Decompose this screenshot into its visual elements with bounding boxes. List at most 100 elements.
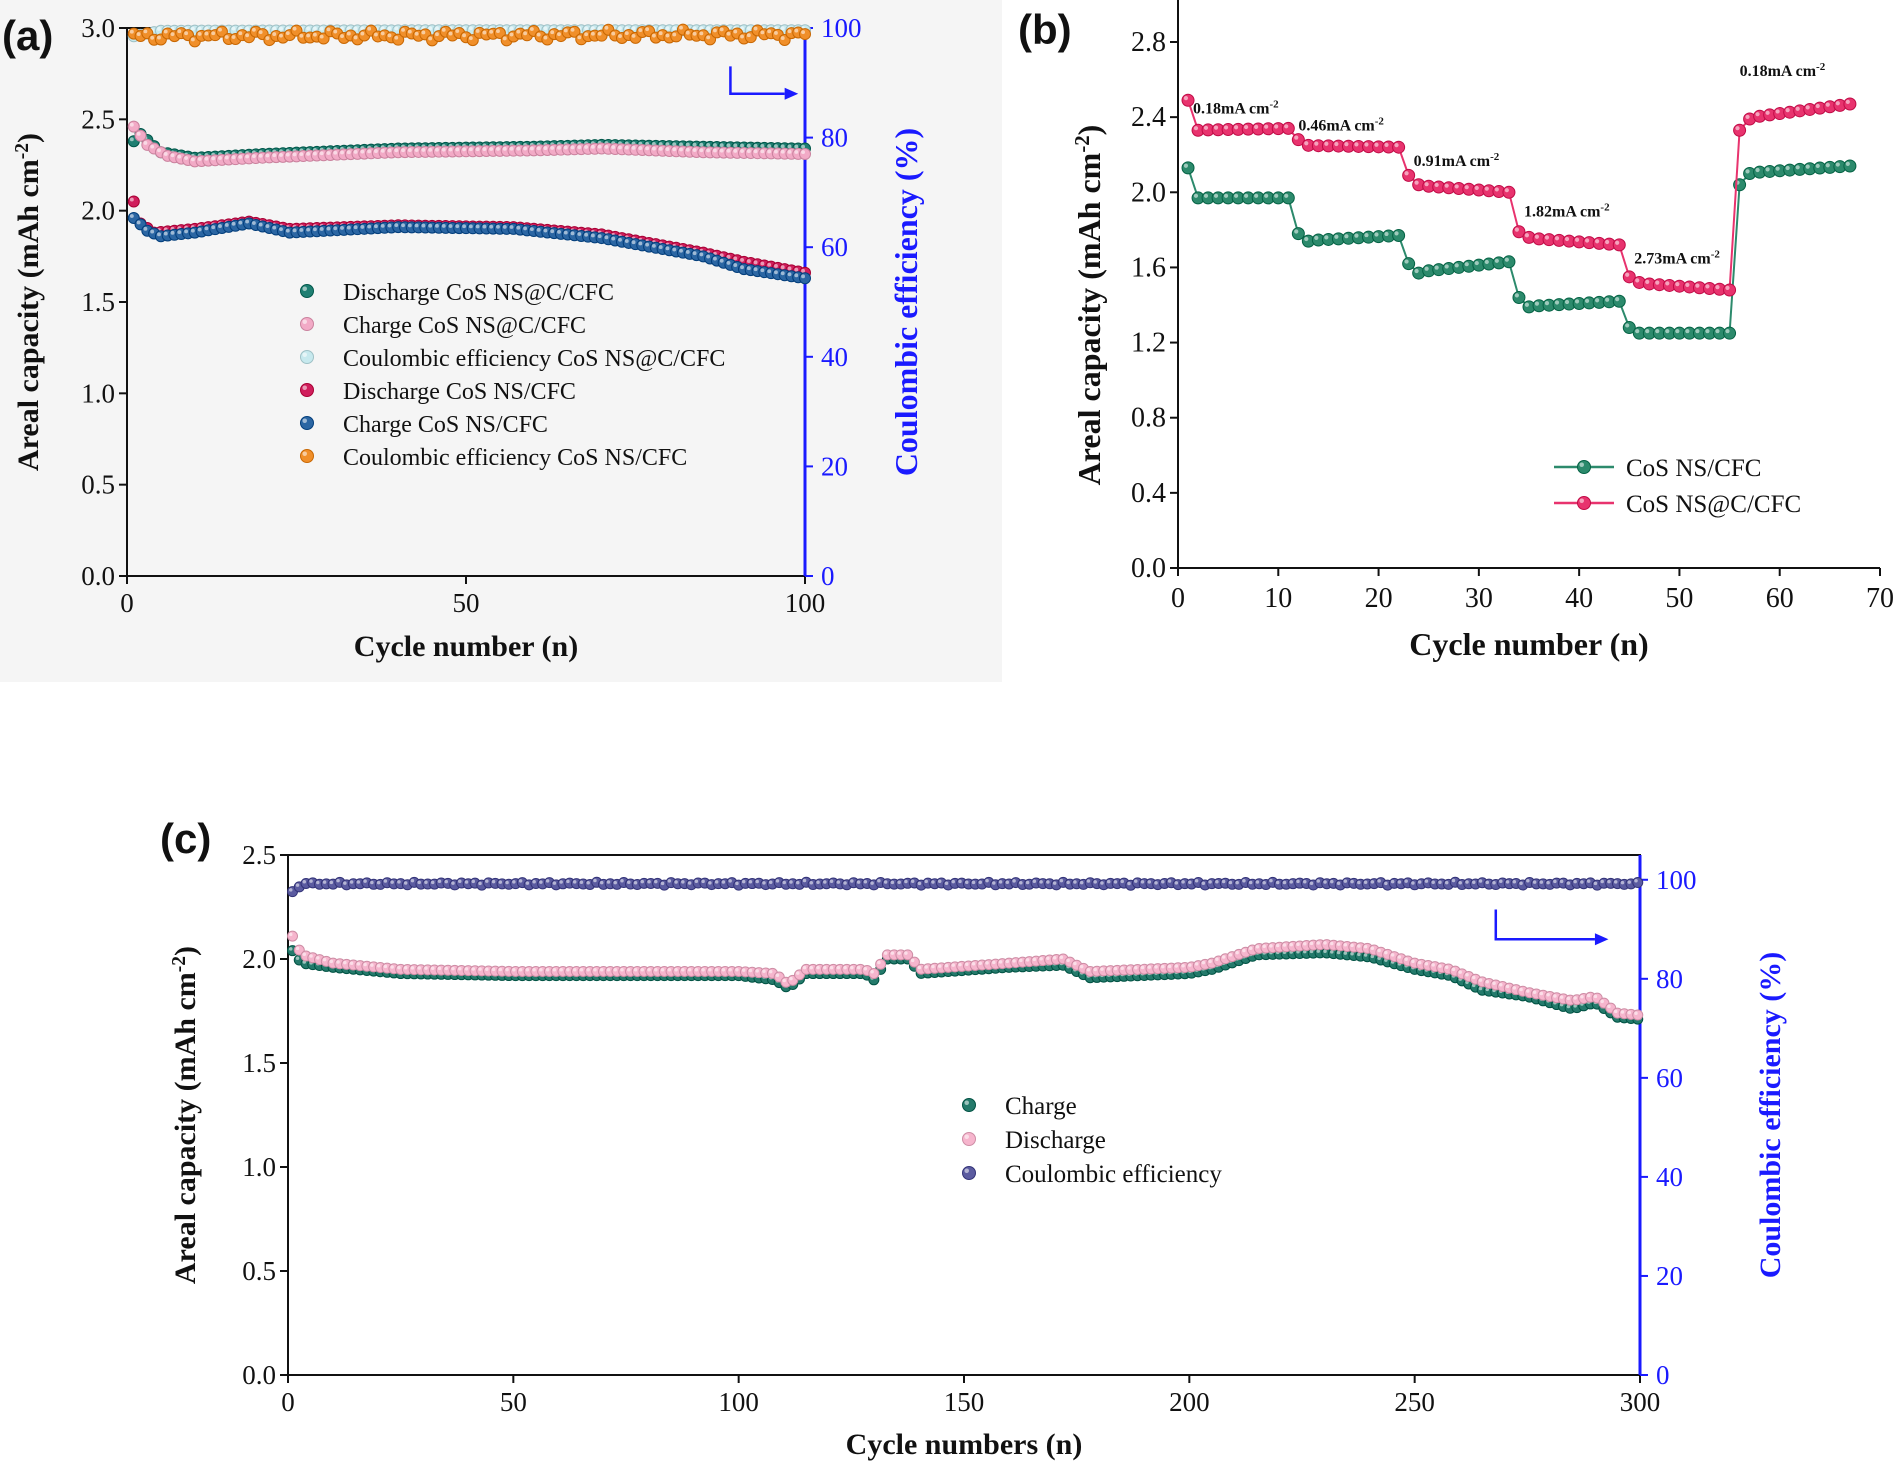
series-c-2-marker-highlight — [1397, 880, 1402, 884]
series-c-1-marker-highlight — [951, 963, 955, 967]
series-c-1-marker-highlight — [1512, 986, 1517, 990]
series-a-1-marker-highlight — [638, 146, 643, 151]
series-a-5-marker-highlight — [211, 31, 216, 36]
y2-tick-label-c: 40 — [1656, 1162, 1683, 1192]
series-a-4-marker-highlight — [787, 272, 792, 277]
series-c-1-marker-highlight — [1140, 965, 1145, 970]
series-c-1-marker-highlight — [992, 960, 996, 965]
series-c-2-marker-highlight — [1526, 878, 1530, 883]
series-c-2-marker-highlight — [1519, 881, 1523, 886]
series-b-0-marker-highlight — [1725, 328, 1730, 334]
series-a-4-marker-highlight — [353, 225, 358, 230]
series-b-1-marker-highlight — [1655, 280, 1660, 285]
series-b-1-marker-highlight — [1544, 235, 1550, 240]
series-a-1-marker-highlight — [197, 157, 202, 161]
series-c-2-marker-highlight — [1404, 879, 1408, 883]
series-b-0-marker-highlight — [1645, 328, 1650, 334]
series-c-2-marker-highlight — [430, 880, 435, 885]
series-c-2-marker-highlight — [417, 880, 421, 885]
series-c-1-marker-highlight — [1620, 1010, 1625, 1014]
series-b-1-marker-highlight — [1695, 283, 1700, 288]
series-c-2-marker-highlight — [1336, 881, 1341, 885]
series-c-2-marker-highlight — [1586, 879, 1591, 883]
series-a-5-marker-highlight — [218, 27, 222, 32]
series-a-4-marker-highlight — [292, 228, 297, 233]
series-a-5-marker-highlight — [645, 27, 650, 32]
series-a-1-marker-highlight — [441, 147, 446, 152]
right-axis-arrow-c — [1494, 909, 1595, 941]
series-a-1-marker-highlight — [590, 144, 595, 149]
series-b-1-marker-highlight — [1254, 124, 1259, 129]
series-a-1-marker-highlight — [672, 147, 677, 152]
series-b-0-marker-highlight — [1414, 268, 1419, 274]
series-b-1-marker-highlight — [1605, 239, 1610, 245]
series-b-1-marker-highlight — [1394, 143, 1399, 148]
series-a-2-marker-highlight — [306, 26, 311, 31]
series-a-4-marker-highlight — [780, 271, 785, 276]
current-annotation-b-0: 0.18mA cm-2 — [1193, 98, 1279, 117]
series-b-0-marker-highlight — [1665, 328, 1670, 334]
series-a-1-marker-highlight — [550, 145, 555, 150]
series-c-2-marker-highlight — [1255, 880, 1260, 884]
series-c-1-marker-highlight — [870, 970, 874, 974]
series-c-0-marker-highlight — [1478, 986, 1483, 991]
y-axis-label-c: Areal capacity (mAh cm-2) — [169, 946, 203, 1284]
series-a-5-marker-highlight — [238, 31, 243, 36]
series-a-1-marker-highlight — [455, 147, 460, 152]
series-c-2-marker-highlight — [1215, 879, 1219, 884]
series-a-4-marker-highlight — [733, 263, 738, 267]
series-b-0-marker-highlight — [1504, 257, 1509, 262]
series-a-4-marker-highlight — [706, 254, 711, 259]
series-a-5-marker-highlight — [136, 32, 141, 36]
series-c-2-marker-highlight — [681, 880, 685, 884]
series-a-2-marker-highlight — [509, 26, 514, 31]
series-c-1-marker-highlight — [1032, 957, 1037, 962]
series-c-2-marker-highlight — [437, 879, 442, 884]
series-c-1-marker-highlight — [1417, 960, 1422, 965]
series-c-1-marker-highlight — [1404, 957, 1408, 961]
y-tick-label-a: 3.0 — [81, 13, 115, 43]
series-c-1-marker-highlight — [1073, 961, 1077, 966]
series-a-3-marker — [127, 195, 140, 208]
series-a-0-marker-highlight — [740, 143, 744, 148]
series-c-1-marker-highlight — [383, 964, 388, 969]
series-c-2-marker-highlight — [498, 880, 503, 884]
series-c-1-marker-highlight — [1100, 967, 1104, 971]
series-c-2-marker-highlight — [593, 878, 597, 883]
panel-label-b: (b) — [1018, 6, 1072, 53]
series-a-1-marker-highlight — [767, 149, 772, 154]
series-b-0-marker-highlight — [1354, 233, 1359, 238]
series-a-0-marker-highlight — [767, 144, 772, 148]
series-c-2-marker-highlight — [1546, 880, 1550, 885]
series-c-1-marker-highlight — [370, 963, 374, 967]
y-tick-label-b: 2.8 — [1131, 27, 1166, 58]
series-a-4-marker-highlight — [753, 267, 758, 272]
series-a-2-marker-highlight — [672, 26, 677, 31]
series-c-2-marker-highlight — [1539, 880, 1544, 884]
series-a-5-marker-highlight — [441, 27, 446, 32]
series-a-4-marker-highlight — [428, 223, 433, 228]
series-c-2-marker-highlight — [640, 879, 645, 884]
series-b-1-marker — [1612, 238, 1626, 252]
series-a-4-marker-highlight — [590, 233, 595, 238]
series-c-2-marker-highlight — [1161, 879, 1165, 884]
series-c-1-marker-highlight — [1573, 996, 1577, 1000]
series-c-1-marker-highlight — [1451, 967, 1456, 972]
series-c-2-marker-highlight — [1438, 880, 1442, 884]
series-c-1-marker-highlight — [1235, 950, 1239, 955]
series-c-1-marker — [868, 968, 880, 980]
series-b-0-marker — [1512, 290, 1526, 304]
series-a-2-marker-highlight — [197, 26, 202, 31]
series-a-1-marker-highlight — [435, 147, 439, 152]
series-b-1-marker-highlight — [1795, 106, 1800, 111]
series-c-2-marker-highlight — [1019, 881, 1023, 885]
series-c-1-marker-highlight — [1336, 942, 1341, 946]
series-a-2-marker-highlight — [557, 26, 561, 31]
series-a-3-marker-highlight — [740, 257, 744, 262]
series-a-1-marker-highlight — [374, 149, 378, 154]
series-b-1-marker-highlight — [1314, 141, 1319, 146]
series-a-2-marker-highlight — [631, 26, 636, 31]
y-tick-label-b: 1.6 — [1131, 252, 1166, 283]
series-a-4-marker-highlight — [211, 225, 216, 230]
series-c-1-marker-highlight — [1167, 964, 1172, 969]
